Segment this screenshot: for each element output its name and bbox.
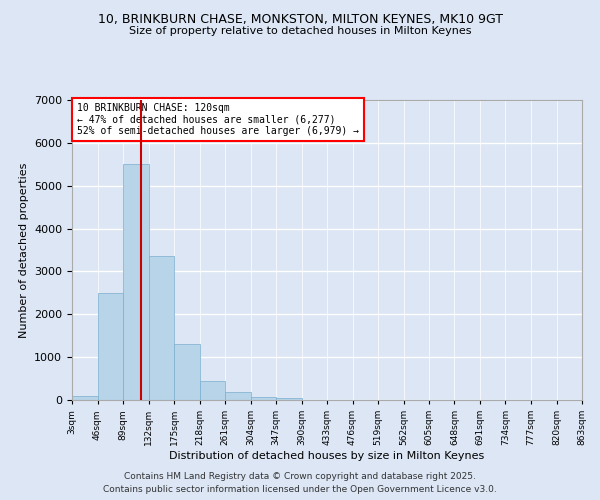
- Bar: [276, 398, 302, 400]
- Text: 10, BRINKBURN CHASE, MONKSTON, MILTON KEYNES, MK10 9GT: 10, BRINKBURN CHASE, MONKSTON, MILTON KE…: [97, 12, 503, 26]
- Bar: [72, 396, 97, 400]
- Bar: [225, 392, 251, 400]
- Bar: [251, 396, 276, 400]
- Text: Contains HM Land Registry data © Crown copyright and database right 2025.: Contains HM Land Registry data © Crown c…: [124, 472, 476, 481]
- X-axis label: Distribution of detached houses by size in Milton Keynes: Distribution of detached houses by size …: [169, 451, 485, 461]
- Bar: [97, 293, 123, 400]
- Bar: [149, 256, 174, 400]
- Y-axis label: Number of detached properties: Number of detached properties: [19, 162, 29, 338]
- Text: 10 BRINKBURN CHASE: 120sqm
← 47% of detached houses are smaller (6,277)
52% of s: 10 BRINKBURN CHASE: 120sqm ← 47% of deta…: [77, 103, 359, 136]
- Bar: [123, 164, 149, 400]
- Text: Size of property relative to detached houses in Milton Keynes: Size of property relative to detached ho…: [129, 26, 471, 36]
- Text: Contains public sector information licensed under the Open Government Licence v3: Contains public sector information licen…: [103, 484, 497, 494]
- Bar: [174, 344, 199, 400]
- Bar: [199, 380, 225, 400]
